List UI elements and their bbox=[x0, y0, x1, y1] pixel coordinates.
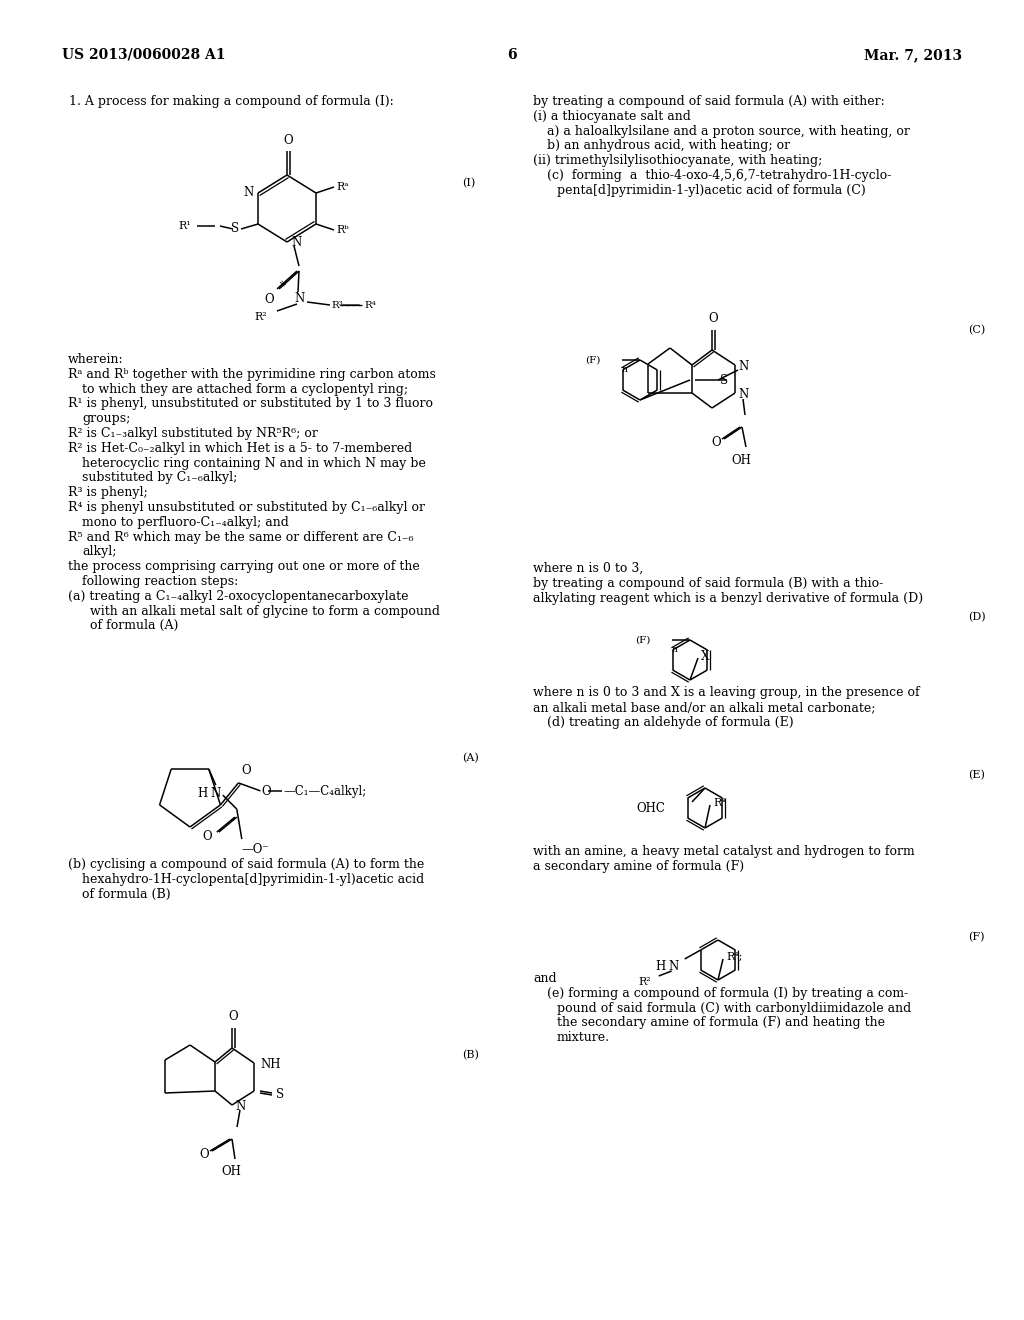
Text: (A): (A) bbox=[462, 752, 479, 763]
Text: (E): (E) bbox=[968, 770, 985, 780]
Text: O: O bbox=[200, 1148, 209, 1162]
Text: R⁴: R⁴ bbox=[713, 799, 726, 808]
Text: O: O bbox=[284, 135, 293, 147]
Text: R¹ is phenyl, unsubstituted or substituted by 1 to 3 fluoro: R¹ is phenyl, unsubstituted or substitut… bbox=[68, 397, 433, 411]
Text: alkyl;: alkyl; bbox=[82, 545, 117, 558]
Text: N: N bbox=[669, 961, 679, 974]
Text: the secondary amine of formula (F) and heating the: the secondary amine of formula (F) and h… bbox=[557, 1016, 885, 1030]
Text: O: O bbox=[202, 829, 212, 842]
Text: O: O bbox=[712, 437, 721, 450]
Text: OH: OH bbox=[221, 1166, 241, 1177]
Text: O: O bbox=[261, 785, 271, 799]
Text: R² is C₁₋₃alkyl substituted by NR⁵R⁶; or: R² is C₁₋₃alkyl substituted by NR⁵R⁶; or bbox=[68, 426, 317, 440]
Text: R³ is phenyl;: R³ is phenyl; bbox=[68, 486, 147, 499]
Text: Rᵃ and Rᵇ together with the pyrimidine ring carbon atoms: Rᵃ and Rᵇ together with the pyrimidine r… bbox=[68, 368, 436, 380]
Text: OH: OH bbox=[731, 454, 751, 467]
Text: hexahydro-1H-cyclopenta[d]pyrimidin-1-yl)acetic acid: hexahydro-1H-cyclopenta[d]pyrimidin-1-yl… bbox=[82, 873, 424, 886]
Text: Rᵃ: Rᵃ bbox=[336, 182, 348, 191]
Text: O: O bbox=[242, 764, 251, 777]
Text: R¹: R¹ bbox=[178, 220, 191, 231]
Text: N: N bbox=[291, 236, 301, 249]
Text: (I): (I) bbox=[462, 178, 475, 189]
Text: (F): (F) bbox=[968, 932, 984, 942]
Text: (C): (C) bbox=[968, 325, 985, 335]
Text: S: S bbox=[720, 374, 728, 387]
Text: US 2013/0060028 A1: US 2013/0060028 A1 bbox=[62, 48, 225, 62]
Text: (b) cyclising a compound of said formula (A) to form the: (b) cyclising a compound of said formula… bbox=[68, 858, 424, 871]
Text: R² is Het-C₀₋₂alkyl in which Het is a 5- to 7-membered: R² is Het-C₀₋₂alkyl in which Het is a 5-… bbox=[68, 442, 413, 455]
Text: mono to perfluoro-C₁₋₄alkyl; and: mono to perfluoro-C₁₋₄alkyl; and bbox=[82, 516, 289, 529]
Text: following reaction steps:: following reaction steps: bbox=[82, 576, 239, 587]
Text: (c)  forming  a  thio-4-oxo-4,5,6,7-tetrahydro-1H-cyclo-: (c) forming a thio-4-oxo-4,5,6,7-tetrahy… bbox=[547, 169, 891, 182]
Text: penta[d]pyrimidin-1-yl)acetic acid of formula (C): penta[d]pyrimidin-1-yl)acetic acid of fo… bbox=[557, 183, 865, 197]
Text: OHC: OHC bbox=[636, 801, 665, 814]
Text: R⁴: R⁴ bbox=[364, 301, 376, 309]
Text: (a) treating a C₁₋₄alkyl 2-oxocyclopentanecarboxylate: (a) treating a C₁₋₄alkyl 2-oxocyclopenta… bbox=[68, 590, 409, 603]
Text: R²: R² bbox=[254, 312, 267, 322]
Text: where n is 0 to 3 and X is a leaving group, in the presence of: where n is 0 to 3 and X is a leaving gro… bbox=[534, 686, 920, 700]
Text: pound of said formula (C) with carbonyldiimidazole and: pound of said formula (C) with carbonyld… bbox=[557, 1002, 911, 1015]
Text: of formula (B): of formula (B) bbox=[82, 887, 171, 900]
Text: (d) treating an aldehyde of formula (E): (d) treating an aldehyde of formula (E) bbox=[547, 715, 794, 729]
Text: substituted by C₁₋₆alkyl;: substituted by C₁₋₆alkyl; bbox=[82, 471, 238, 484]
Text: X: X bbox=[701, 651, 710, 664]
Text: H: H bbox=[198, 787, 208, 800]
Text: R⁴ is phenyl unsubstituted or substituted by C₁₋₆alkyl or: R⁴ is phenyl unsubstituted or substitute… bbox=[68, 502, 425, 513]
Text: . A process for making a compound of formula (I):: . A process for making a compound of for… bbox=[77, 95, 394, 108]
Text: of formula (A): of formula (A) bbox=[90, 619, 178, 632]
Text: an alkali metal base and/or an alkali metal carbonate;: an alkali metal base and/or an alkali me… bbox=[534, 701, 876, 714]
Text: N: N bbox=[244, 186, 254, 199]
Text: 1: 1 bbox=[68, 95, 76, 108]
Text: N: N bbox=[295, 293, 305, 305]
Text: (i) a thiocyanate salt and: (i) a thiocyanate salt and bbox=[534, 110, 691, 123]
Text: (F): (F) bbox=[635, 635, 650, 644]
Text: R²: R² bbox=[638, 977, 650, 987]
Text: a) a haloalkylsilane and a proton source, with heating, or: a) a haloalkylsilane and a proton source… bbox=[547, 124, 910, 137]
Text: 6: 6 bbox=[507, 48, 517, 62]
Text: (e) forming a compound of formula (I) by treating a com-: (e) forming a compound of formula (I) by… bbox=[547, 987, 908, 999]
Text: groups;: groups; bbox=[82, 412, 130, 425]
Text: H: H bbox=[655, 961, 666, 974]
Text: S: S bbox=[276, 1088, 284, 1101]
Text: with an alkali metal salt of glycine to form a compound: with an alkali metal salt of glycine to … bbox=[90, 605, 440, 618]
Text: mixture.: mixture. bbox=[557, 1031, 610, 1044]
Text: Mar. 7, 2013: Mar. 7, 2013 bbox=[864, 48, 962, 62]
Text: NH: NH bbox=[260, 1057, 281, 1071]
Text: by treating a compound of said formula (A) with either:: by treating a compound of said formula (… bbox=[534, 95, 885, 108]
Text: (D): (D) bbox=[968, 612, 986, 622]
Text: alkylating reagent which is a benzyl derivative of formula (D): alkylating reagent which is a benzyl der… bbox=[534, 591, 923, 605]
Text: O: O bbox=[709, 312, 718, 325]
Text: R⁴;: R⁴; bbox=[726, 952, 742, 962]
Text: =: = bbox=[275, 279, 287, 290]
Text: —O⁻: —O⁻ bbox=[242, 843, 269, 857]
Text: by treating a compound of said formula (B) with a thio-: by treating a compound of said formula (… bbox=[534, 577, 884, 590]
Text: (F): (F) bbox=[585, 355, 600, 364]
Text: heterocyclic ring containing N and in which N may be: heterocyclic ring containing N and in wh… bbox=[82, 457, 426, 470]
Text: S: S bbox=[230, 223, 239, 235]
Text: R⁵ and R⁶ which may be the same or different are C₁₋₆: R⁵ and R⁶ which may be the same or diffe… bbox=[68, 531, 414, 544]
Text: (ii) trimethylsilylisothiocyanate, with heating;: (ii) trimethylsilylisothiocyanate, with … bbox=[534, 154, 822, 168]
Text: R³: R³ bbox=[331, 301, 343, 309]
Text: N: N bbox=[738, 388, 749, 400]
Text: Rᵇ: Rᵇ bbox=[336, 224, 348, 235]
Text: b) an anhydrous acid, with heating; or: b) an anhydrous acid, with heating; or bbox=[547, 140, 791, 152]
Text: O: O bbox=[264, 293, 273, 306]
Text: n: n bbox=[672, 645, 678, 653]
Text: a secondary amine of formula (F): a secondary amine of formula (F) bbox=[534, 859, 744, 873]
Text: and: and bbox=[534, 972, 557, 985]
Text: where n is 0 to 3,: where n is 0 to 3, bbox=[534, 562, 643, 576]
Text: to which they are attached form a cyclopentyl ring;: to which they are attached form a cyclop… bbox=[82, 383, 409, 396]
Text: —C₁—C₄alkyl;: —C₁—C₄alkyl; bbox=[284, 785, 367, 799]
Text: N: N bbox=[211, 787, 221, 800]
Text: N: N bbox=[234, 1101, 246, 1114]
Text: with an amine, a heavy metal catalyst and hydrogen to form: with an amine, a heavy metal catalyst an… bbox=[534, 845, 914, 858]
Text: n: n bbox=[622, 366, 628, 374]
Text: (B): (B) bbox=[462, 1049, 479, 1060]
Text: O: O bbox=[228, 1010, 238, 1023]
Text: the process comprising carrying out one or more of the: the process comprising carrying out one … bbox=[68, 560, 420, 573]
Text: N: N bbox=[738, 359, 749, 372]
Text: wherein:: wherein: bbox=[68, 352, 124, 366]
